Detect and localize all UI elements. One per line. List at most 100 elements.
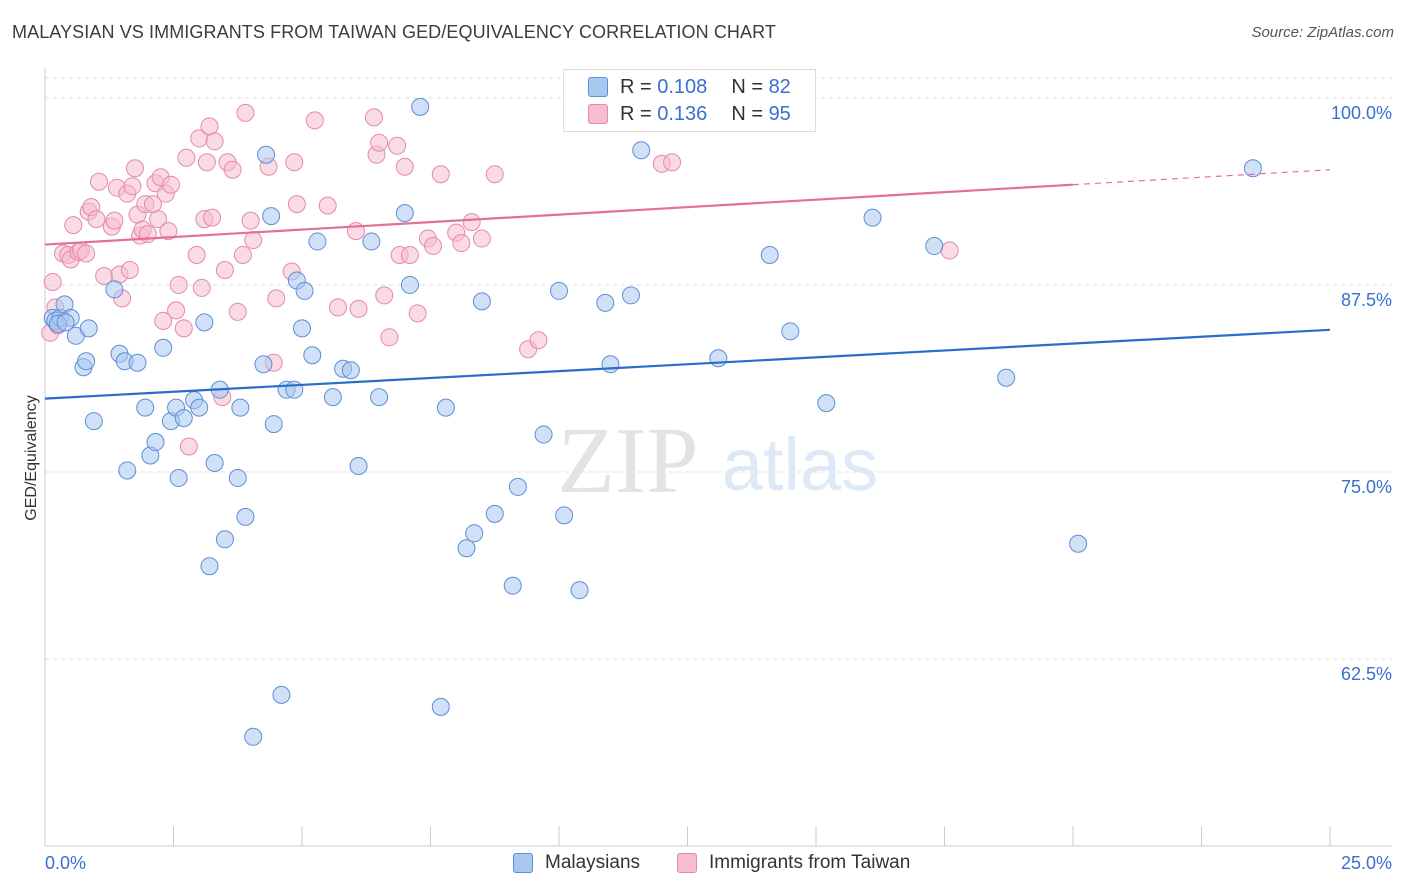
point-taiwan [408, 304, 427, 323]
point-taiwan [431, 165, 450, 184]
chart-title: MALAYSIAN VS IMMIGRANTS FROM TAIWAN GED/… [12, 22, 777, 42]
point-malaysians [84, 412, 103, 431]
point-taiwan [169, 275, 188, 294]
point-malaysians [760, 246, 779, 265]
point-taiwan [940, 241, 959, 260]
point-taiwan [77, 244, 96, 263]
point-malaysians [472, 292, 491, 311]
point-malaysians [457, 539, 476, 558]
point-malaysians [508, 477, 527, 496]
point-malaysians [293, 319, 311, 338]
point-malaysians [997, 368, 1016, 387]
y-tick-label: 87.5% [1341, 290, 1392, 310]
point-malaysians [174, 409, 193, 428]
stats-row-malaysians: R = 0.108 N = 82 [588, 74, 791, 100]
point-malaysians [1243, 159, 1262, 178]
trend-line-taiwan-extension [1072, 169, 1331, 186]
axes [44, 68, 1392, 847]
point-malaysians [555, 506, 574, 525]
point-malaysians [105, 280, 124, 299]
point-taiwan [305, 111, 324, 130]
point-taiwan [462, 213, 481, 232]
point-taiwan [159, 222, 178, 241]
point-taiwan [120, 260, 139, 279]
point-taiwan [400, 246, 419, 265]
point-malaysians [56, 313, 75, 332]
point-malaysians [503, 576, 522, 595]
point-malaysians [262, 207, 281, 226]
point-taiwan [215, 260, 234, 279]
point-taiwan [149, 210, 168, 229]
point-taiwan [154, 311, 173, 330]
point-taiwan [241, 211, 260, 230]
point-malaysians [550, 281, 568, 300]
point-malaysians [295, 281, 314, 300]
point-malaysians [77, 352, 96, 371]
r-label: R = [620, 102, 652, 125]
point-malaysians [205, 453, 224, 472]
point-taiwan [64, 216, 83, 235]
n-value: 95 [768, 102, 791, 125]
watermark-zip: ZIP [558, 409, 699, 513]
point-malaysians [925, 237, 944, 256]
point-taiwan [233, 246, 252, 265]
point-malaysians [341, 361, 360, 380]
swatch-malaysians [588, 77, 608, 97]
point-taiwan [485, 165, 504, 184]
point-malaysians [465, 524, 484, 543]
point-taiwan [380, 328, 399, 347]
point-malaysians [264, 415, 283, 434]
point-malaysians [400, 275, 419, 294]
point-malaysians [596, 293, 615, 312]
r-value: 0.108 [657, 75, 708, 98]
watermark: ZIP atlas [558, 409, 879, 513]
point-malaysians [395, 204, 414, 223]
point-malaysians [323, 388, 342, 407]
stats-legend-box: R = 0.108 N = 82 R = 0.136 N = 95 [563, 69, 816, 132]
grid-lines [45, 77, 1392, 660]
point-malaysians [349, 456, 368, 475]
r-label: R = [620, 75, 652, 98]
series-malaysians-points [43, 97, 1262, 746]
point-taiwan [388, 136, 407, 155]
point-malaysians [485, 504, 504, 523]
point-taiwan [375, 286, 394, 305]
point-malaysians [154, 338, 173, 357]
point-taiwan [529, 331, 548, 350]
point-taiwan [424, 237, 443, 256]
legend-item-malaysians[interactable]: Malaysians [513, 852, 640, 874]
point-taiwan [267, 289, 286, 308]
point-malaysians [254, 355, 273, 374]
point-malaysians [236, 507, 255, 526]
point-malaysians [285, 380, 304, 399]
point-taiwan [161, 175, 180, 194]
n-label: N = [731, 75, 763, 98]
point-taiwan [395, 157, 414, 176]
point-malaysians [228, 468, 247, 487]
point-taiwan [287, 195, 306, 214]
point-taiwan [472, 229, 491, 248]
point-malaysians [169, 468, 188, 487]
point-malaysians [146, 433, 165, 452]
point-malaysians [190, 398, 209, 417]
point-taiwan [370, 133, 389, 152]
point-taiwan [223, 160, 242, 179]
point-taiwan [174, 319, 193, 338]
point-malaysians [632, 141, 651, 160]
point-taiwan [105, 211, 124, 230]
point-taiwan [203, 208, 222, 227]
point-taiwan [318, 196, 337, 215]
point-taiwan [179, 437, 198, 456]
point-taiwan [187, 246, 206, 265]
point-malaysians [781, 322, 800, 341]
point-taiwan [125, 159, 144, 178]
legend-item-taiwan[interactable]: Immigrants from Taiwan [677, 852, 910, 874]
y-tick-label: 75.0% [1341, 477, 1392, 497]
point-taiwan [205, 132, 224, 151]
trend-lines [44, 169, 1331, 400]
point-malaysians [244, 727, 263, 746]
y-tick-label: 62.5% [1341, 664, 1392, 684]
point-malaysians [195, 313, 214, 332]
point-taiwan [236, 103, 255, 122]
